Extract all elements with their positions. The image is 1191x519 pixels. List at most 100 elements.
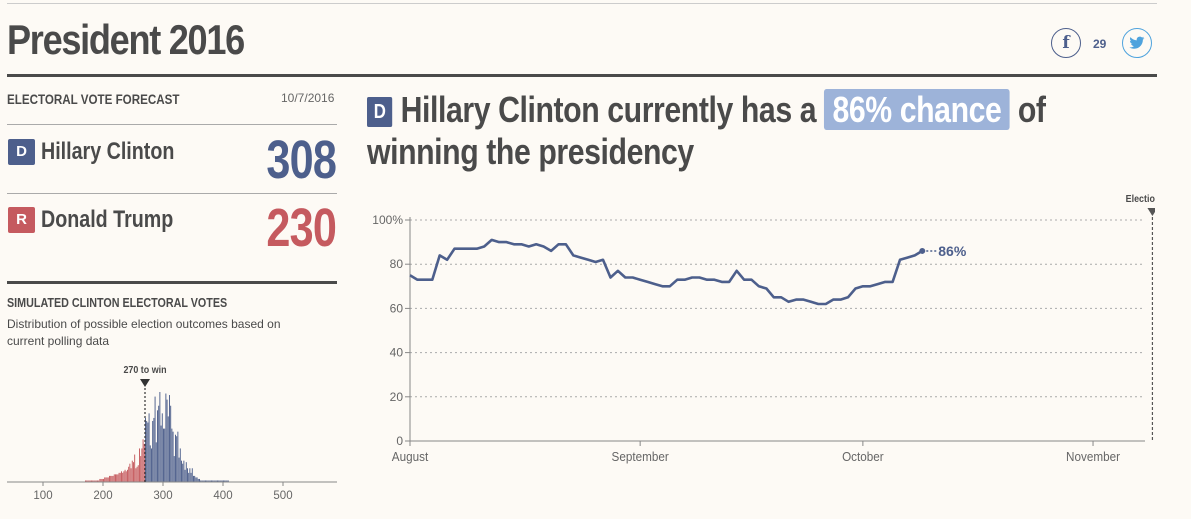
- histogram-bar: [95, 480, 97, 482]
- histogram-bar: [207, 480, 209, 482]
- histogram-bar: [109, 475, 110, 482]
- histogram-bar: [223, 480, 224, 482]
- histogram-bar: [193, 475, 194, 482]
- democrat-badge: D: [8, 139, 35, 165]
- histogram-bar: [146, 420, 148, 482]
- histogram-bar: [93, 480, 95, 482]
- histogram-bar: [142, 439, 144, 482]
- histogram-bar: [209, 480, 211, 482]
- histogram-bar: [152, 420, 154, 482]
- histogram-bar: [128, 466, 130, 482]
- page-title: President 2016: [7, 16, 245, 63]
- histogram-x-tick-label: 300: [153, 490, 172, 502]
- histogram-bar: [190, 472, 192, 482]
- histogram-bar: [122, 472, 124, 482]
- histogram-bar: [154, 396, 156, 482]
- candidate-name-trump: Donald Trump: [41, 206, 174, 233]
- headline: D Hillary Clinton currently has a 86% cha…: [367, 89, 1157, 173]
- candidate-name-clinton: Hillary Clinton: [41, 138, 175, 165]
- forecast-date: 10/7/2016: [281, 91, 335, 105]
- simulation-description: Distribution of possible election outcom…: [7, 317, 281, 348]
- histogram-bar: [171, 428, 173, 482]
- twitter-icon: [1129, 36, 1145, 49]
- histogram-bar: [200, 480, 202, 482]
- y-tick-label: 40: [390, 346, 404, 360]
- histogram-bar: [87, 480, 89, 482]
- histogram-bar: [88, 480, 90, 482]
- election-day-label: Election Day: [1126, 193, 1155, 205]
- electoral-votes-trump: 230: [266, 198, 336, 258]
- histogram-bar: [211, 480, 212, 482]
- histogram-bar: [125, 471, 127, 482]
- histogram-bar: [153, 417, 155, 482]
- facebook-icon: f: [1062, 33, 1070, 53]
- histogram-x-tick-label: 400: [213, 490, 232, 502]
- headline-party-badge: D: [367, 97, 393, 127]
- histogram-bar: [169, 395, 170, 482]
- histogram-bar: [105, 477, 107, 482]
- histogram-bar: [110, 475, 112, 482]
- histogram-bar: [158, 405, 160, 482]
- histogram-bar: [164, 428, 166, 482]
- histogram-bar: [99, 478, 101, 482]
- histogram-bar: [181, 460, 182, 482]
- histogram-x-tick-label: 200: [93, 490, 112, 502]
- histogram-bar: [106, 477, 108, 482]
- histogram-bar: [94, 480, 96, 482]
- histogram-bar: [117, 474, 119, 482]
- header-rule: [7, 74, 1157, 77]
- x-tick-label: October: [842, 449, 884, 464]
- histogram-bar: [115, 474, 116, 482]
- histogram-bar: [97, 480, 98, 482]
- histogram-bar: [225, 480, 227, 482]
- histogram-bar: [85, 480, 86, 482]
- histogram-bar: [130, 468, 132, 482]
- histogram-bar: [182, 463, 184, 482]
- histogram-bar: [116, 474, 118, 482]
- histogram-bar: [92, 480, 94, 482]
- histogram-bar: [194, 475, 196, 482]
- histogram-bar: [139, 448, 140, 482]
- histogram-bar: [175, 434, 176, 482]
- histogram-bar: [173, 456, 175, 482]
- histogram-bar: [157, 410, 158, 482]
- histogram-bar: [199, 478, 200, 482]
- histogram-bar: [184, 469, 186, 482]
- histogram-bar: [189, 468, 191, 482]
- y-tick-label: 0: [396, 434, 403, 448]
- histogram-bar: [226, 480, 228, 482]
- histogram-bar: [121, 471, 122, 482]
- facebook-share-count: 29: [1093, 37, 1107, 51]
- histogram-bar: [148, 413, 150, 482]
- histogram-bar: [227, 480, 229, 482]
- histogram-bar: [134, 454, 136, 482]
- twitter-share-button[interactable]: [1122, 28, 1152, 58]
- histogram-bar: [219, 480, 221, 482]
- histogram-bar: [101, 478, 103, 482]
- histogram-bar: [220, 480, 222, 482]
- histogram-bar: [107, 477, 109, 482]
- histogram-bar: [188, 472, 190, 482]
- histogram-bar: [155, 442, 157, 482]
- histogram-bar: [91, 480, 92, 482]
- latest-value-label: 86%: [938, 243, 967, 259]
- histogram-bar: [136, 466, 138, 482]
- histogram-bar: [196, 477, 198, 482]
- histogram-bar: [191, 468, 193, 482]
- histogram-bar: [177, 431, 179, 482]
- top-rule: [7, 3, 1157, 4]
- election-day-marker: [1147, 208, 1155, 216]
- facebook-share-button[interactable]: f: [1051, 28, 1081, 58]
- republican-badge: R: [8, 207, 35, 233]
- histogram-bar: [127, 469, 128, 482]
- histogram-bar: [86, 480, 88, 482]
- threshold-label: 270 to win: [123, 364, 166, 376]
- histogram-bar: [205, 480, 206, 482]
- histogram-bar: [160, 425, 162, 482]
- simulation-rule: [7, 281, 337, 284]
- histogram-bar: [98, 480, 100, 482]
- histogram-bar: [104, 477, 106, 482]
- histogram-bar: [176, 436, 178, 482]
- histogram-bar: [215, 480, 217, 482]
- histogram-bar: [137, 465, 139, 482]
